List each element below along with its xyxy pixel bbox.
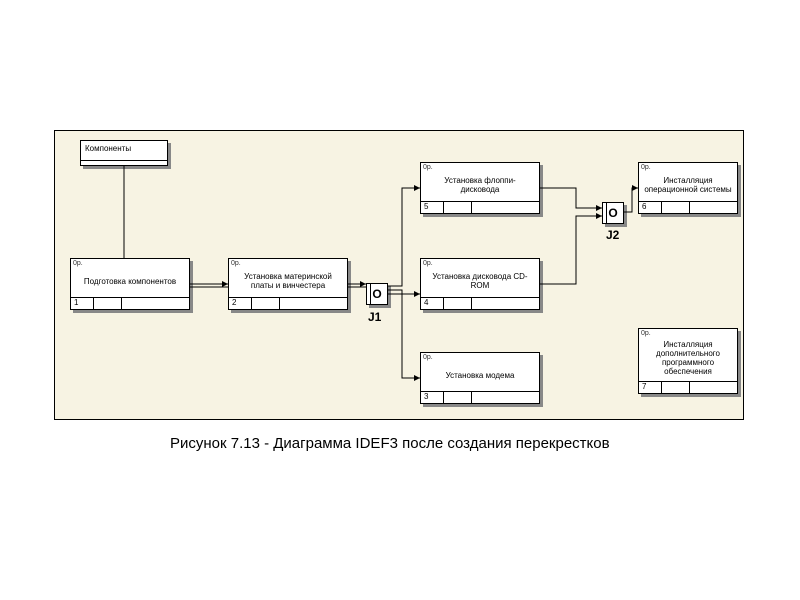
uob-footer: 2	[229, 297, 347, 309]
uob-tag: 0р.	[423, 260, 433, 267]
uob-sep	[661, 202, 662, 213]
uob-number: 3	[424, 392, 428, 401]
uob-sep2	[689, 202, 690, 213]
uob-box-5: 0р. Установка флоппи-дисковода 5	[420, 162, 540, 214]
uob-footer: 7	[639, 381, 737, 393]
uob-label: Подготовка компонентов	[75, 269, 185, 295]
figure-caption: Рисунок 7.13 - Диаграмма IDEF3 после соз…	[170, 435, 610, 452]
uob-label: Инсталляция операционной системы	[643, 173, 733, 199]
uob-box-6: 0р. Инсталляция операционной системы 6	[638, 162, 738, 214]
uob-footer: 5	[421, 201, 539, 213]
uob-sep	[93, 298, 94, 309]
uob-label: Установка флоппи-дисковода	[425, 173, 535, 199]
uob-sep	[443, 298, 444, 309]
uob-number: 2	[232, 298, 236, 307]
uob-tag: 0р.	[641, 164, 651, 171]
uob-sep	[443, 392, 444, 403]
uob-tag: 0р.	[423, 164, 433, 171]
uob-tag: 0р.	[641, 330, 651, 337]
uob-sep2	[471, 392, 472, 403]
referent-label: Компоненты	[85, 144, 131, 153]
uob-sep	[661, 382, 662, 393]
uob-box-4: 0р. Установка дисковода CD-ROM 4	[420, 258, 540, 310]
uob-tag: 0р.	[423, 354, 433, 361]
uob-tag: 0р.	[231, 260, 241, 267]
uob-sep2	[689, 382, 690, 393]
uob-box-7: 0р. Инсталляция дополнительного программн…	[638, 328, 738, 394]
junction-bar	[370, 284, 371, 304]
uob-sep	[251, 298, 252, 309]
uob-label: Установка модема	[425, 363, 535, 389]
junction-J1: O	[366, 283, 388, 305]
junction-label-J2: J2	[606, 228, 619, 242]
uob-tag: 0р.	[73, 260, 83, 267]
uob-footer: 4	[421, 297, 539, 309]
junction-label-J1: J1	[368, 310, 381, 324]
uob-sep2	[279, 298, 280, 309]
uob-number: 5	[424, 202, 428, 211]
uob-number: 7	[642, 382, 646, 391]
uob-footer: 1	[71, 297, 189, 309]
junction-type: O	[608, 206, 617, 220]
junction-J2: O	[602, 202, 624, 224]
junction-type: O	[372, 287, 381, 301]
uob-sep2	[471, 298, 472, 309]
uob-number: 4	[424, 298, 428, 307]
uob-box-3: 0р. Установка модема 3	[420, 352, 540, 404]
junction-bar	[606, 203, 607, 223]
uob-label: Инсталляция дополнительного программного…	[643, 339, 733, 379]
uob-footer: 6	[639, 201, 737, 213]
uob-number: 1	[74, 298, 78, 307]
uob-box-1: 0р. Подготовка компонентов 1	[70, 258, 190, 310]
uob-footer: 3	[421, 391, 539, 403]
uob-sep	[443, 202, 444, 213]
referent-footer	[80, 160, 168, 166]
uob-sep2	[471, 202, 472, 213]
uob-label: Установка дисковода CD-ROM	[425, 269, 535, 295]
uob-box-2: 0р. Установка материнской платы и винчест…	[228, 258, 348, 310]
referent-box: Компоненты	[80, 140, 168, 166]
uob-sep2	[121, 298, 122, 309]
uob-label: Установка материнской платы и винчестера	[233, 269, 343, 295]
uob-number: 6	[642, 202, 646, 211]
